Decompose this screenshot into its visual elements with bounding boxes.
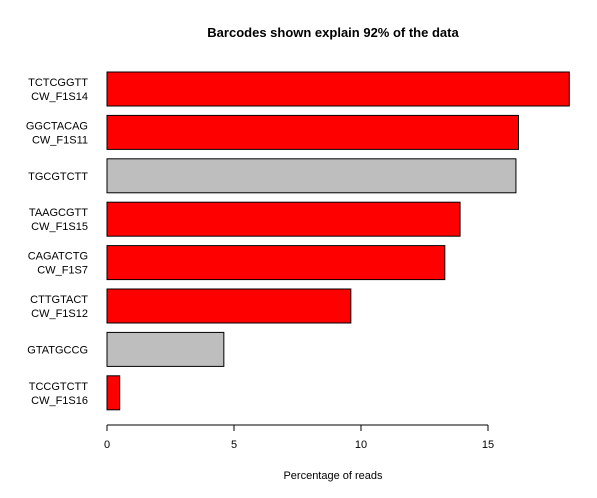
x-tick-label: 10 xyxy=(355,439,367,451)
sample-label: CW_F1S12 xyxy=(31,308,88,320)
bar-tccgtctt xyxy=(106,375,121,411)
x-tick-label: 15 xyxy=(482,439,494,451)
category-label: TCTCGGTT CW_F1S14 xyxy=(28,77,88,103)
barcode-label: TAAGCGTT xyxy=(29,207,88,219)
bars-group xyxy=(106,71,570,411)
bar-taagcgtt xyxy=(106,201,461,237)
barcode-label: CAGATCTG xyxy=(28,251,88,263)
category-label: GGCTACAG CW_F1S11 xyxy=(26,120,88,146)
x-tick-label: 5 xyxy=(231,439,237,451)
bar-cttgtact xyxy=(106,288,352,324)
x-tick-label: 0 xyxy=(104,439,110,451)
barcode-label: TCTCGGTT xyxy=(28,77,88,89)
bar-tgcgtctt xyxy=(106,158,517,194)
bar-tctcggtt xyxy=(106,71,570,107)
sample-label: CW_F1S14 xyxy=(31,91,88,103)
barcode-label: TGCGTCTT xyxy=(28,171,88,183)
bar-cagatctg xyxy=(106,245,446,281)
category-label: CAGATCTG CW_F1S7 xyxy=(28,251,88,277)
category-label: TCCGTCTT CW_F1S16 xyxy=(29,381,89,407)
sample-label: CW_F1S7 xyxy=(37,265,88,277)
x-axis: 0 5 10 15 xyxy=(104,424,494,451)
chart-title: Barcodes shown explain 92% of the data xyxy=(207,25,459,40)
sample-label: CW_F1S16 xyxy=(31,395,88,407)
x-axis-title: Percentage of reads xyxy=(283,470,383,482)
category-label: TAAGCGTT CW_F1S15 xyxy=(29,207,88,233)
sample-label: CW_F1S11 xyxy=(32,134,88,146)
bar-ggctacag xyxy=(106,114,519,150)
bar-gtatgccg xyxy=(106,331,225,367)
barcode-label: GGCTACAG xyxy=(26,120,88,132)
category-label: GTATGCCG xyxy=(27,344,88,356)
barcode-label: GTATGCCG xyxy=(27,344,88,356)
barcode-label: CTTGTACT xyxy=(30,294,88,306)
category-label: CTTGTACT CW_F1S12 xyxy=(30,294,88,320)
category-label: TGCGTCTT xyxy=(28,171,88,183)
sample-label: CW_F1S15 xyxy=(31,221,88,233)
category-labels-group: TCTCGGTT CW_F1S14 GGCTACAG CW_F1S11 TGCGTCTT… xyxy=(26,77,88,407)
barcode-label: TCCGTCTT xyxy=(29,381,89,393)
